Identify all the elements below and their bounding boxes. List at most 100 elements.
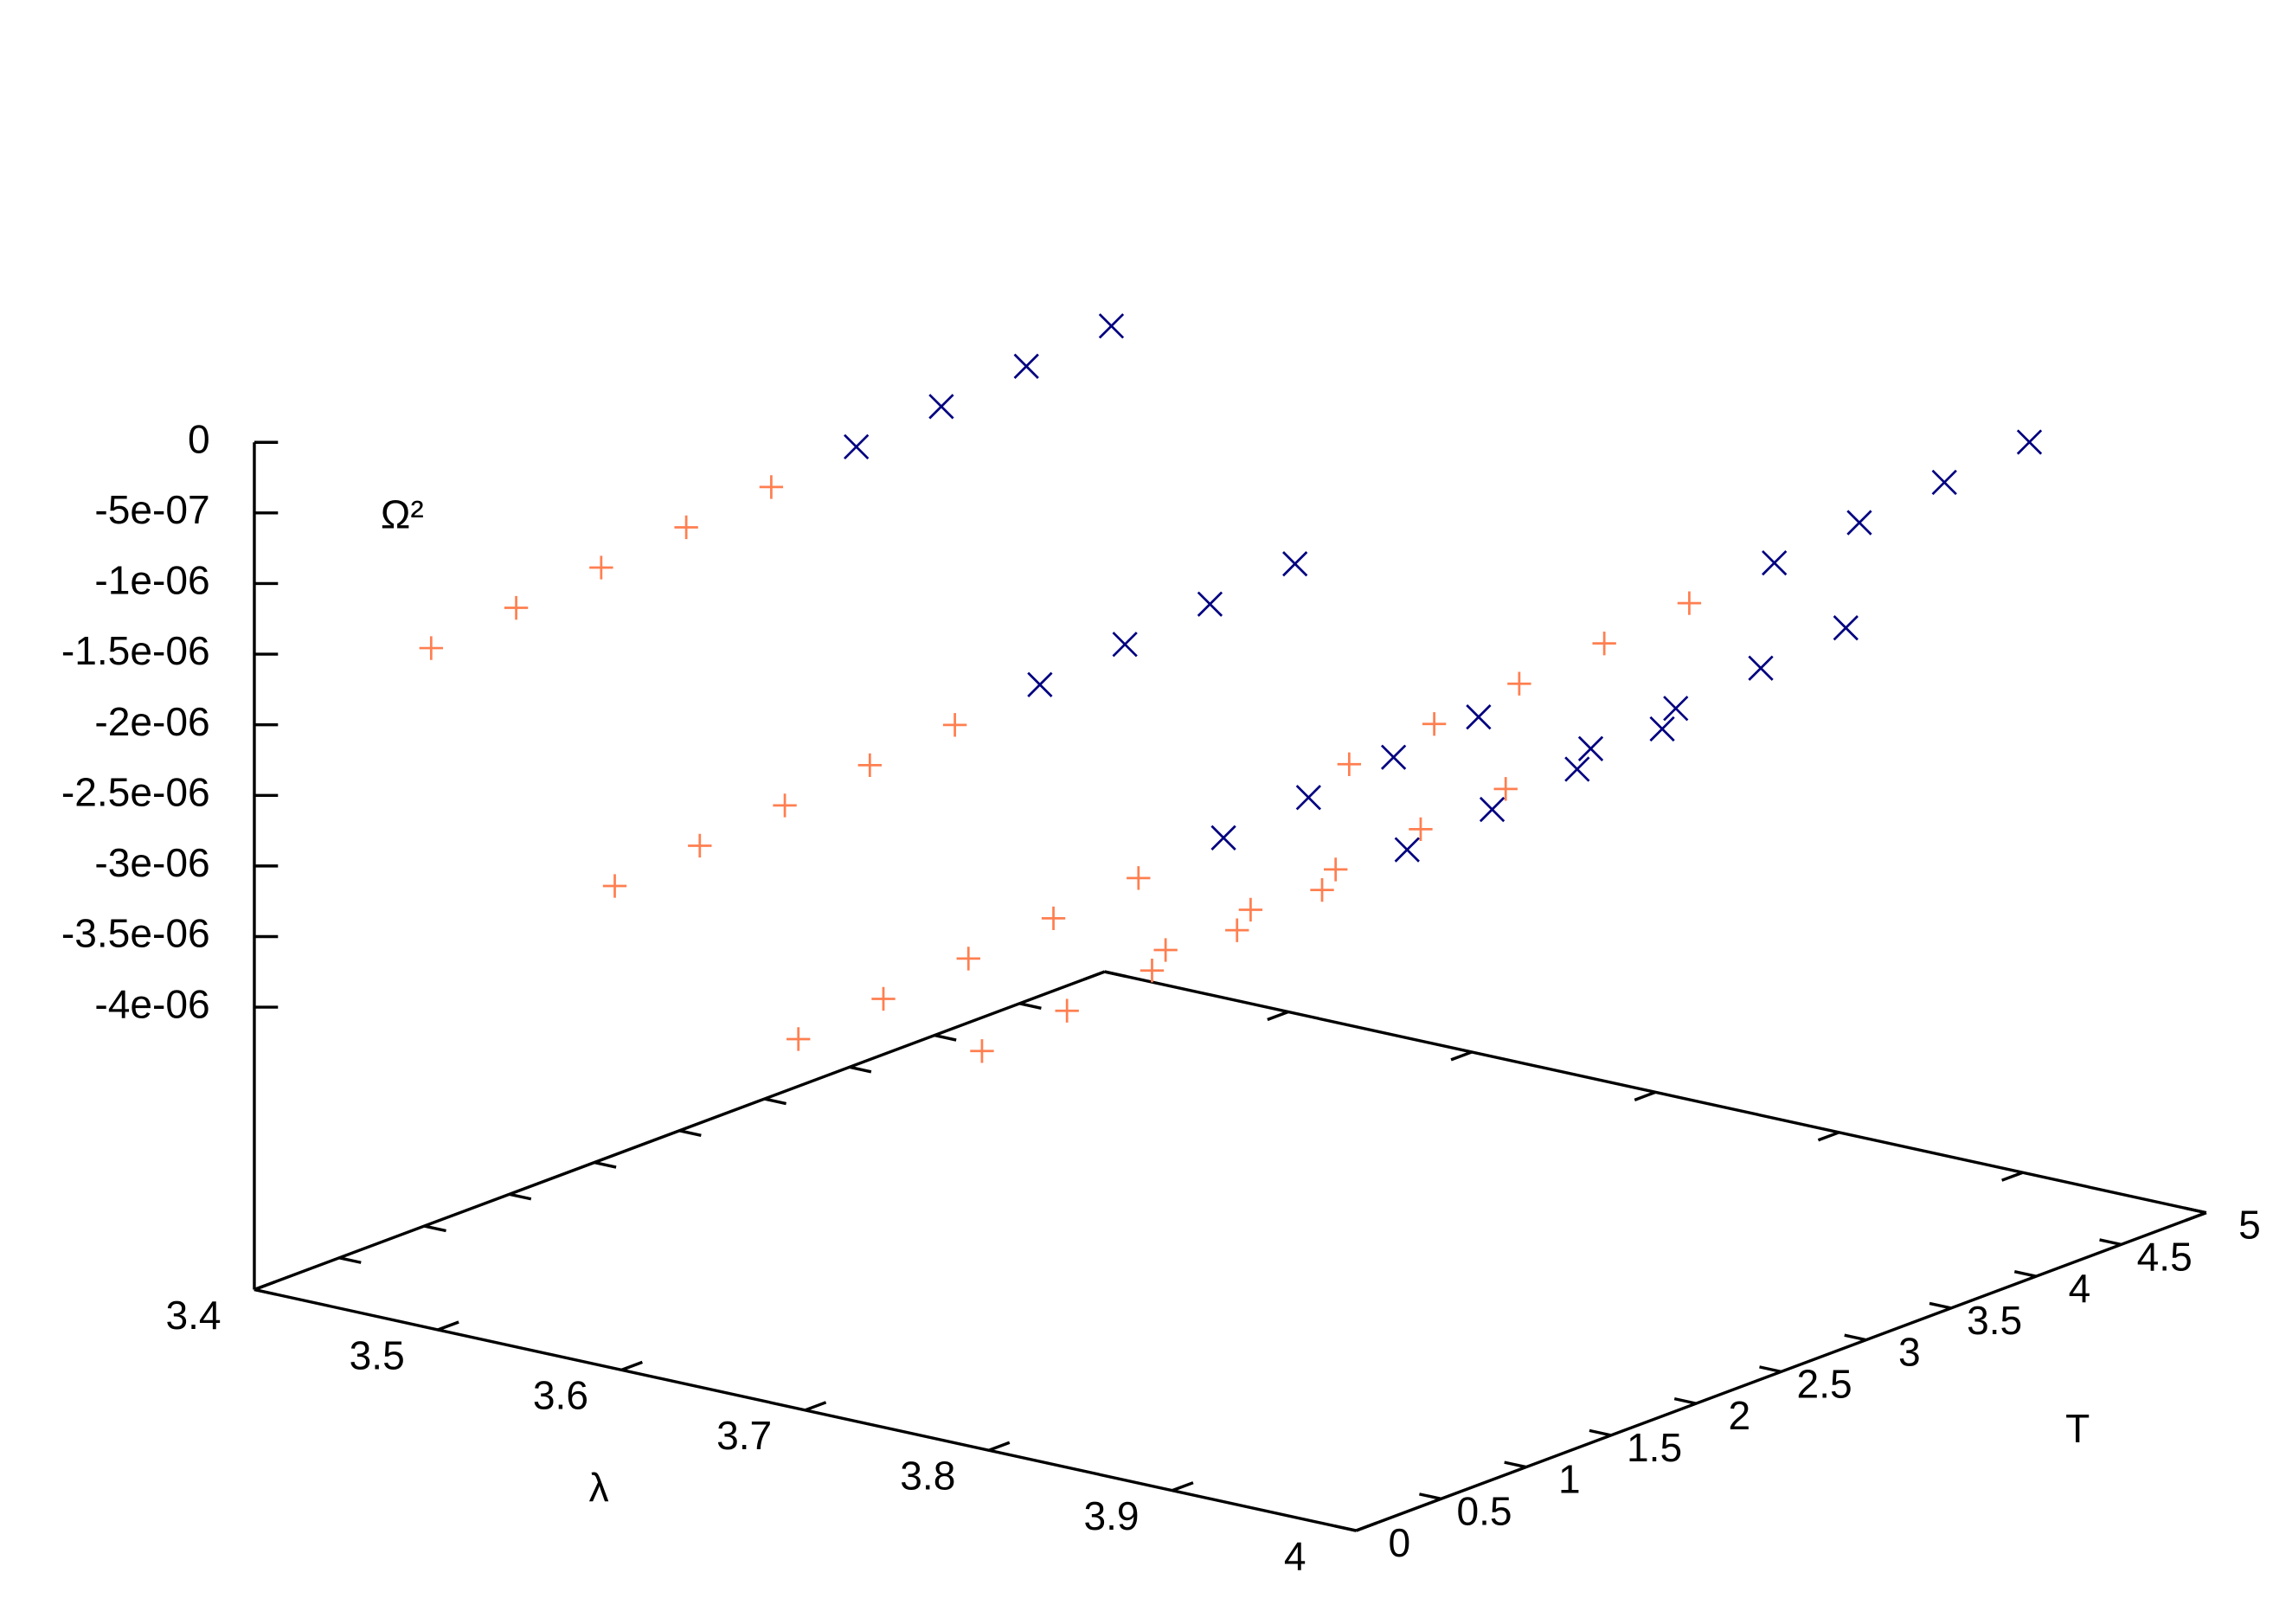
point xyxy=(1112,632,1138,658)
point xyxy=(928,394,954,420)
y-tick xyxy=(2099,1238,2122,1247)
point xyxy=(1337,752,1362,776)
x-tick xyxy=(804,1401,827,1412)
point xyxy=(1380,744,1407,770)
point xyxy=(1466,704,1492,730)
y-tick-label: 0 xyxy=(1388,1520,1410,1565)
z-axis-label: Ω² xyxy=(381,492,424,537)
point xyxy=(1041,906,1066,931)
x-tick xyxy=(1172,1481,1194,1492)
y-tick-label: 2.5 xyxy=(1797,1361,1852,1406)
point xyxy=(1479,796,1506,823)
point xyxy=(1748,655,1774,681)
x-tick xyxy=(620,1360,643,1371)
y-tick xyxy=(1333,1524,1357,1532)
point xyxy=(1677,591,1702,615)
point xyxy=(844,433,870,460)
y-tick xyxy=(1589,1428,1612,1437)
point xyxy=(1153,938,1178,962)
point xyxy=(1055,998,1079,1023)
x-tick-label: 3.9 xyxy=(1083,1493,1139,1538)
point xyxy=(674,515,698,540)
y-tick-label: 1.5 xyxy=(1627,1425,1682,1470)
point xyxy=(1846,510,1872,536)
z-tick-label: -1.5e-06 xyxy=(61,628,210,673)
x-tick-label: 3.6 xyxy=(533,1373,588,1418)
x-tick-label: 3.8 xyxy=(900,1454,955,1499)
point xyxy=(1507,671,1531,696)
point xyxy=(1493,777,1518,801)
point xyxy=(1564,756,1590,782)
point xyxy=(1013,353,1039,379)
x-tick-mirror xyxy=(1083,970,1106,981)
point xyxy=(956,947,980,971)
z-tick-label: -2e-06 xyxy=(94,699,209,744)
y-tick-mirror xyxy=(678,1129,702,1137)
point xyxy=(419,636,443,660)
point xyxy=(1577,735,1604,761)
y-tick-label: 3.5 xyxy=(1967,1298,2022,1343)
point xyxy=(871,986,896,1011)
point xyxy=(1310,877,1334,902)
z-tick-label: -2.5e-06 xyxy=(61,769,210,814)
y-tick-label: 5 xyxy=(2238,1203,2261,1248)
y-tick-label: 3 xyxy=(1898,1330,1921,1375)
point xyxy=(773,793,797,818)
point xyxy=(1140,959,1165,983)
point xyxy=(1197,591,1223,617)
x-tick xyxy=(437,1320,459,1332)
y-tick-label: 1 xyxy=(1558,1457,1581,1502)
y-tick-label: 4.5 xyxy=(2137,1234,2192,1279)
y-tick-mirror xyxy=(1104,970,1127,979)
point xyxy=(1394,837,1420,863)
point xyxy=(1422,712,1447,736)
x-tick-mirror xyxy=(2001,1171,2024,1182)
point xyxy=(1409,817,1433,842)
z-tick-label: -5e-07 xyxy=(94,487,209,532)
point xyxy=(504,595,529,620)
point xyxy=(1027,671,1053,697)
point xyxy=(602,874,627,898)
x-tick-label: 3.4 xyxy=(165,1293,221,1338)
x-tick xyxy=(988,1441,1011,1452)
x-tick xyxy=(1355,1521,1377,1532)
point xyxy=(1238,897,1263,922)
y-tick xyxy=(1419,1492,1441,1501)
y-tick xyxy=(2013,1269,2037,1278)
x-tick-mirror xyxy=(2185,1211,2207,1223)
point xyxy=(1663,696,1689,722)
point xyxy=(1127,866,1151,890)
y-tick-mirror xyxy=(764,1097,786,1106)
y-tick-mirror xyxy=(338,1256,362,1264)
point xyxy=(1931,469,1957,496)
point xyxy=(1833,615,1859,641)
x-tick-label: 4 xyxy=(1284,1533,1307,1578)
point xyxy=(857,753,883,778)
x-tick-mirror xyxy=(1634,1090,1656,1101)
y-tick xyxy=(1929,1301,1952,1310)
z-tick-label: -4e-06 xyxy=(94,981,209,1026)
y-tick-label: 4 xyxy=(2069,1266,2091,1311)
z-tick-label: -1e-06 xyxy=(94,558,209,603)
point xyxy=(1762,549,1788,576)
point xyxy=(1210,825,1236,851)
point xyxy=(1324,857,1348,882)
point xyxy=(1282,551,1308,577)
y-tick-mirror xyxy=(254,1287,277,1296)
floor-back-right xyxy=(1104,970,2207,1215)
point xyxy=(942,713,967,737)
point xyxy=(1225,918,1249,942)
x-axis-label: λ xyxy=(589,1465,609,1510)
x-tick-label: 3.5 xyxy=(350,1332,405,1377)
y-tick-mirror xyxy=(594,1160,617,1169)
z-tick-label: -3.5e-06 xyxy=(61,911,210,956)
point xyxy=(589,555,613,580)
y-tick-mirror xyxy=(1019,1002,1042,1010)
y-tick-mirror xyxy=(424,1224,446,1233)
y-tick-mirror xyxy=(509,1192,532,1201)
y-tick xyxy=(1759,1365,1782,1374)
point xyxy=(688,833,712,858)
y-tick xyxy=(1673,1396,1697,1405)
